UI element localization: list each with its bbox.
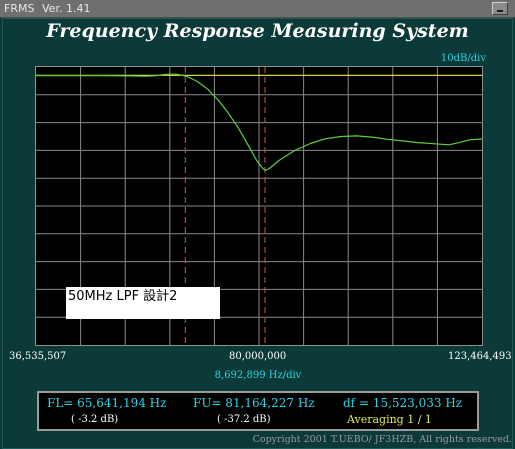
fl-db-readout: ( -3.2 dB) — [71, 414, 119, 425]
averaging-readout: Averaging 1 / 1 — [347, 413, 432, 426]
annotation-text: 50MHz LPF 設計2 — [68, 289, 178, 304]
copyright-notice: Copyright 2001 T.UEBO/ JF3HZB, All right… — [252, 434, 512, 445]
measurement-readout: FL= 65,641,194 Hz ( -3.2 dB) FU= 81,164,… — [37, 391, 479, 431]
df-readout: df = 15,523,033 Hz — [343, 396, 463, 410]
x-axis-right-label: 123,464,493 — [448, 351, 512, 362]
page-title: Frequency Response Measuring System — [46, 20, 469, 42]
minimize-button[interactable] — [492, 2, 508, 15]
app-name: FRMS — [4, 2, 35, 15]
title-bar: FRMS Ver. 1.41 — [0, 0, 515, 18]
version-label: Ver. 1.41 — [42, 2, 91, 15]
fu-readout: FU= 81,164,227 Hz — [193, 396, 315, 410]
x-axis-left-label: 36,535,507 — [9, 351, 67, 362]
response-trace — [36, 73, 482, 172]
fl-readout: FL= 65,641,194 Hz — [47, 396, 167, 410]
y-scale-label: 10dB/div — [440, 53, 486, 64]
x-axis-center-label: 80,000,000 — [229, 351, 287, 362]
x-per-division-label: 8,692,899 Hz/div — [214, 370, 302, 381]
fu-db-readout: ( -37.2 dB) — [217, 414, 271, 425]
annotation-box: 50MHz LPF 設計2 — [66, 287, 220, 319]
